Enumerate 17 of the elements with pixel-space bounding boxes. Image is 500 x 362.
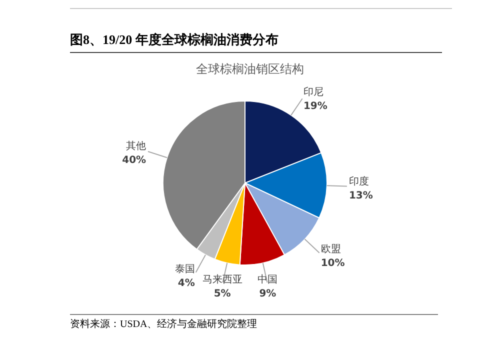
data-label: 40%	[122, 154, 146, 166]
slice-label: 泰国	[174, 264, 195, 276]
chart-subtitle: 全球棕榈油销区结构	[195, 61, 305, 78]
slice-label: 欧盟	[320, 243, 341, 256]
chart-title: 图8、19/20 年度全球棕榈油消费分布	[70, 31, 442, 53]
text: 资料来源：USDA、经济与金融研究院整理	[70, 317, 438, 331]
slice-label: 印度	[348, 175, 369, 188]
slice-label: 马来西亚	[202, 273, 242, 286]
data-label: 4%	[178, 278, 195, 290]
slice-label: 中国	[258, 273, 278, 286]
data-label: 10%	[320, 258, 345, 270]
data-label: 19%	[303, 100, 328, 112]
slice-label: 其他	[126, 140, 146, 152]
data-label: 13%	[348, 190, 373, 202]
data-label: 5%	[214, 288, 231, 300]
data-label: 9%	[259, 288, 276, 300]
slice-label: 印尼	[303, 86, 324, 98]
